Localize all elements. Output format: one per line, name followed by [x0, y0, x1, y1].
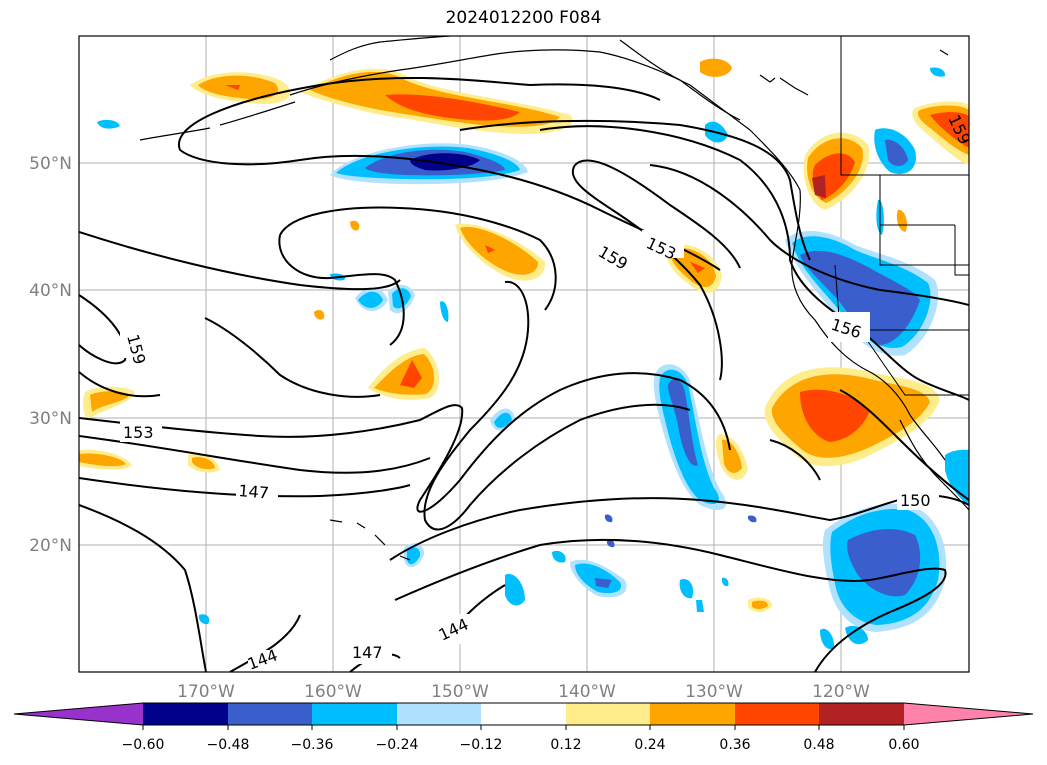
contour-label-153-west: 153 — [123, 423, 154, 442]
colorbar-extend-low — [14, 703, 143, 725]
latitude-labels: 50°N 40°N 30°N 20°N — [29, 154, 72, 556]
lat-label-20n: 20°N — [29, 536, 72, 556]
lat-label-30n: 30°N — [29, 409, 72, 429]
map-panel: 159 153 159 156 153 147 150 144 147 144 — [78, 35, 970, 673]
colorbar-tick-label: −0.36 — [291, 737, 334, 753]
map-frame — [78, 35, 970, 673]
contour-label-147-south: 147 — [352, 643, 383, 662]
colorbar-segment — [228, 703, 312, 725]
colorbar-extend-high — [904, 703, 1033, 725]
colorbar-tick-label: −0.60 — [122, 737, 165, 753]
lon-label-120w: 120°W — [812, 682, 870, 702]
contour-label-set: 159 153 159 156 153 147 150 144 147 144 — [120, 112, 969, 672]
lat-label-40n: 40°N — [29, 281, 72, 301]
lat-label-50n: 50°N — [29, 154, 72, 174]
colorbar-segment — [143, 703, 228, 725]
colorbar-segment — [735, 703, 819, 725]
map-title: 2024012200 F084 — [445, 8, 602, 28]
height-contours — [79, 76, 969, 672]
colorbar-segment — [650, 703, 735, 725]
colorbar-tick-label: −0.12 — [460, 737, 503, 753]
colorbar-segment — [481, 703, 566, 725]
colorbar-segment — [312, 703, 397, 725]
contour-label-150: 150 — [900, 491, 931, 510]
coastlines — [139, 36, 969, 561]
colorbar-segment — [819, 703, 904, 725]
colorbar-tick-label: 0.36 — [719, 737, 750, 753]
positive-anomaly-areas — [79, 58, 969, 612]
colorbar-tick-label: 0.24 — [634, 737, 665, 753]
lon-label-170w: 170°W — [177, 682, 235, 702]
longitude-labels: 170°W 160°W 150°W 140°W 130°W 120°W — [177, 682, 870, 702]
lon-label-140w: 140°W — [558, 682, 616, 702]
colorbar-segment — [397, 703, 481, 725]
lon-label-160w: 160°W — [304, 682, 362, 702]
lon-label-150w: 150°W — [431, 682, 489, 702]
colorbar-tick-label: 0.48 — [803, 737, 834, 753]
colorbar-tick-label: −0.48 — [207, 737, 250, 753]
lon-label-130w: 130°W — [685, 682, 743, 702]
colorbar-tick-label: 0.60 — [888, 737, 919, 753]
colorbar: −0.60 −0.48 −0.36 −0.24 −0.12 0.12 0.24 … — [13, 702, 1034, 753]
colorbar-segment — [566, 703, 650, 725]
colorbar-tick-label: 0.12 — [550, 737, 581, 753]
contour-label-147-west: 147 — [238, 481, 270, 503]
colorbar-tick-label: −0.24 — [376, 737, 419, 753]
